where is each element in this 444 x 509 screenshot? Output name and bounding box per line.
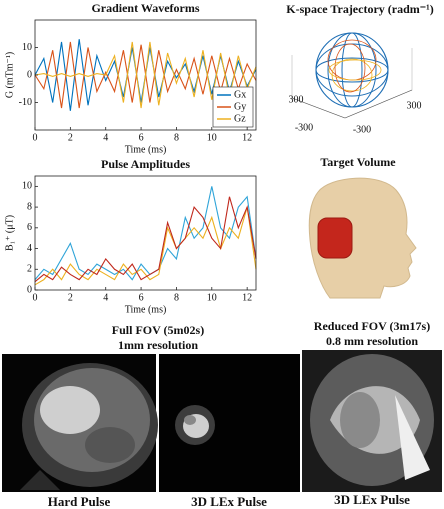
kspace-tick-label: 300 — [407, 100, 422, 111]
y-tick-label: 2 — [27, 264, 32, 275]
x-axis-label: Time (ms) — [125, 304, 167, 315]
x-tick-label: 0 — [33, 132, 38, 143]
x-tick-label: 10 — [207, 132, 217, 143]
legend-label: Gx — [234, 89, 246, 100]
x-tick-label: 12 — [242, 132, 252, 143]
series-line — [34, 186, 257, 281]
kspace-title: K-space Trajectory (radm⁻¹) — [286, 2, 433, 16]
target-title: Target Volume — [320, 155, 396, 169]
image-caption: 3D LEx Pulse — [191, 494, 267, 509]
series-line — [34, 206, 257, 286]
y-axis-label: G (mTm⁻¹) — [4, 52, 15, 98]
acq-subtitle: 1mm resolution — [118, 338, 198, 352]
plot-frame — [34, 175, 257, 291]
x-tick-label: 8 — [174, 292, 179, 303]
image-caption: Hard Pulse — [48, 494, 111, 509]
y-tick-label: 4 — [27, 243, 32, 254]
x-tick-label: 2 — [68, 292, 73, 303]
y-tick-label: 10 — [22, 181, 32, 192]
kspace-tick-label: -300 — [353, 124, 371, 135]
x-tick-label: 6 — [139, 292, 144, 303]
y-tick-label: -10 — [19, 97, 32, 108]
y-tick-label: 10 — [22, 42, 32, 53]
y-tick-label: 0 — [27, 284, 32, 295]
kspace-plot — [291, 32, 413, 119]
x-tick-label: 6 — [139, 132, 144, 143]
head-render — [308, 177, 417, 299]
x-tick-label: 10 — [207, 292, 217, 303]
y-tick-label: 8 — [27, 201, 32, 212]
x-tick-label: 2 — [68, 132, 73, 143]
mri-lex-full — [159, 354, 300, 492]
x-tick-label: 12 — [242, 292, 252, 303]
image-caption: 3D LEx Pulse — [334, 492, 410, 507]
acq-subtitle: 0.8 mm resolution — [326, 334, 418, 348]
legend-label: Gz — [234, 113, 246, 124]
y-tick-label: 0 — [27, 69, 32, 80]
x-tick-label: 8 — [174, 132, 179, 143]
x-tick-label: 0 — [33, 292, 38, 303]
acq-title: Full FOV (5m02s) — [112, 323, 204, 337]
y-tick-label: 6 — [27, 222, 32, 233]
acq-title: Reduced FOV (3m17s) — [314, 319, 430, 333]
y-axis-label: B₁⁺ (μT) — [4, 215, 15, 251]
mri-hard — [2, 354, 158, 492]
mri-lex-reduced — [302, 350, 442, 492]
series-line — [34, 41, 257, 109]
x-tick-label: 4 — [103, 132, 108, 143]
chart-title: Gradient Waveforms — [91, 1, 199, 15]
series-line — [34, 196, 257, 283]
x-axis-label: Time (ms) — [125, 144, 167, 155]
chart-title: Pulse Amplitudes — [101, 157, 190, 171]
kspace-tick-label: -300 — [295, 122, 313, 133]
x-tick-label: 4 — [103, 292, 108, 303]
kspace-tick-label: 300 — [289, 94, 304, 105]
legend-label: Gy — [234, 101, 246, 112]
